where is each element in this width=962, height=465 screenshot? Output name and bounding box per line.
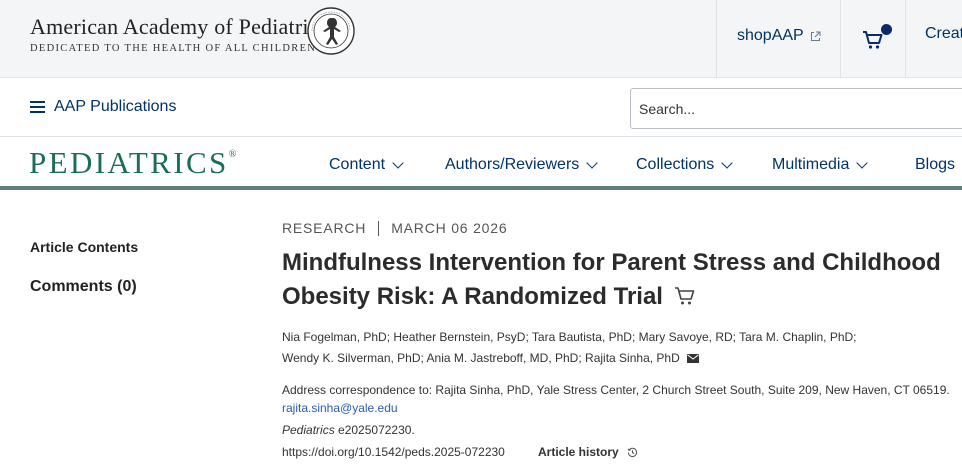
pediatrics-logo[interactable]: PEDIATRICS® bbox=[29, 145, 236, 181]
create-account-link[interactable]: Create bbox=[925, 25, 962, 42]
nav-content-label: Content bbox=[329, 156, 386, 173]
nav-content[interactable]: Content bbox=[329, 156, 404, 174]
author-link[interactable]: Mary Savoye, RD bbox=[638, 330, 733, 344]
nav-collections[interactable]: Collections bbox=[636, 156, 733, 174]
citation-id: e2025072230. bbox=[334, 423, 415, 437]
journal-nav-bar: PEDIATRICS® Content Authors/Reviewers Co… bbox=[0, 138, 962, 190]
author-link[interactable]: Wendy K. Silverman, PhD bbox=[282, 351, 421, 365]
nav-blogs-label: Blogs bbox=[915, 156, 956, 173]
hamburger-menu-icon bbox=[30, 101, 45, 113]
author-link[interactable]: Tara M. Chaplin, PhD bbox=[739, 330, 854, 344]
nav-authors-label: Authors/Reviewers bbox=[445, 156, 580, 173]
article-title: Mindfulness Intervention for Parent Stre… bbox=[282, 246, 962, 314]
author-link[interactable]: Tara Bautista, PhD bbox=[531, 330, 632, 344]
topnav-divider bbox=[716, 0, 717, 78]
journal-name: PEDIATRICS bbox=[29, 145, 229, 180]
org-name: American Academy of Pediatrics bbox=[30, 14, 328, 39]
nav-multimedia[interactable]: Multimedia bbox=[772, 156, 869, 174]
external-link-icon bbox=[810, 31, 821, 41]
citation: Pediatrics e2025072230. bbox=[282, 423, 415, 437]
nav-multimedia-label: Multimedia bbox=[772, 156, 850, 173]
search-input[interactable] bbox=[630, 88, 962, 129]
article-history-button[interactable]: Article history bbox=[538, 445, 638, 459]
article-meta: RESEARCH MARCH 06 2026 bbox=[282, 220, 507, 236]
journal-italic: Pediatrics bbox=[282, 423, 335, 437]
chevron-down-icon bbox=[721, 157, 733, 169]
article-title-text: Mindfulness Intervention for Parent Stre… bbox=[282, 249, 941, 310]
author-list: Nia Fogelman, PhD; Heather Bernstein, Ps… bbox=[282, 330, 857, 365]
author-link[interactable]: Heather Bernstein, PsyD bbox=[393, 330, 526, 344]
author-link[interactable]: Nia Fogelman, PhD bbox=[282, 330, 387, 344]
history-clock-icon bbox=[627, 447, 637, 457]
topnav-divider bbox=[840, 0, 841, 78]
nav-collections-label: Collections bbox=[636, 156, 715, 173]
author-link[interactable]: Ania M. Jastreboff, MD, PhD bbox=[426, 351, 579, 365]
envelope-icon[interactable] bbox=[687, 354, 700, 363]
purchase-cart-icon[interactable] bbox=[674, 286, 696, 306]
cart-icon bbox=[863, 31, 883, 49]
chevron-down-icon bbox=[392, 157, 404, 169]
chevron-down-icon bbox=[856, 157, 869, 169]
shop-aap-link[interactable]: shopAAP bbox=[737, 27, 821, 45]
cart-button[interactable] bbox=[860, 24, 894, 52]
cart-badge bbox=[881, 24, 892, 35]
comments-link[interactable]: Comments (0) bbox=[30, 278, 137, 295]
meta-divider bbox=[378, 220, 380, 236]
article-history-label: Article history bbox=[538, 445, 619, 459]
aap-seal-icon bbox=[307, 7, 355, 55]
registered-mark: ® bbox=[228, 149, 237, 160]
nav-blogs[interactable]: Blogs bbox=[915, 156, 955, 174]
doi-link[interactable]: https://doi.org/10.1542/peds.2025-072230 bbox=[282, 445, 505, 459]
article-type: RESEARCH bbox=[282, 220, 367, 236]
correspondence-address: Address correspondence to: Rajita Sinha,… bbox=[282, 383, 950, 397]
publications-menu-label: AAP Publications bbox=[54, 98, 177, 115]
correspondence-email-link[interactable]: rajita.sinha@yale.edu bbox=[282, 401, 398, 415]
article-date: MARCH 06 2026 bbox=[391, 220, 508, 236]
shop-label: shopAAP bbox=[737, 27, 804, 44]
chevron-down-icon bbox=[586, 157, 598, 169]
topnav-divider bbox=[905, 0, 906, 78]
top-bar: American Academy of Pediatrics DEDICATED… bbox=[0, 0, 962, 78]
aap-publications-menu[interactable]: AAP Publications bbox=[30, 98, 176, 116]
article-contents-link[interactable]: Article Contents bbox=[30, 239, 139, 255]
nav-authors-reviewers[interactable]: Authors/Reviewers bbox=[445, 156, 598, 174]
publications-bar: AAP Publications bbox=[0, 79, 962, 137]
aap-logo[interactable]: American Academy of Pediatrics DEDICATED… bbox=[30, 7, 370, 68]
org-tagline: DEDICATED TO THE HEALTH OF ALL CHILDREN® bbox=[30, 43, 326, 54]
author-link[interactable]: Rajita Sinha, PhD bbox=[585, 351, 680, 365]
